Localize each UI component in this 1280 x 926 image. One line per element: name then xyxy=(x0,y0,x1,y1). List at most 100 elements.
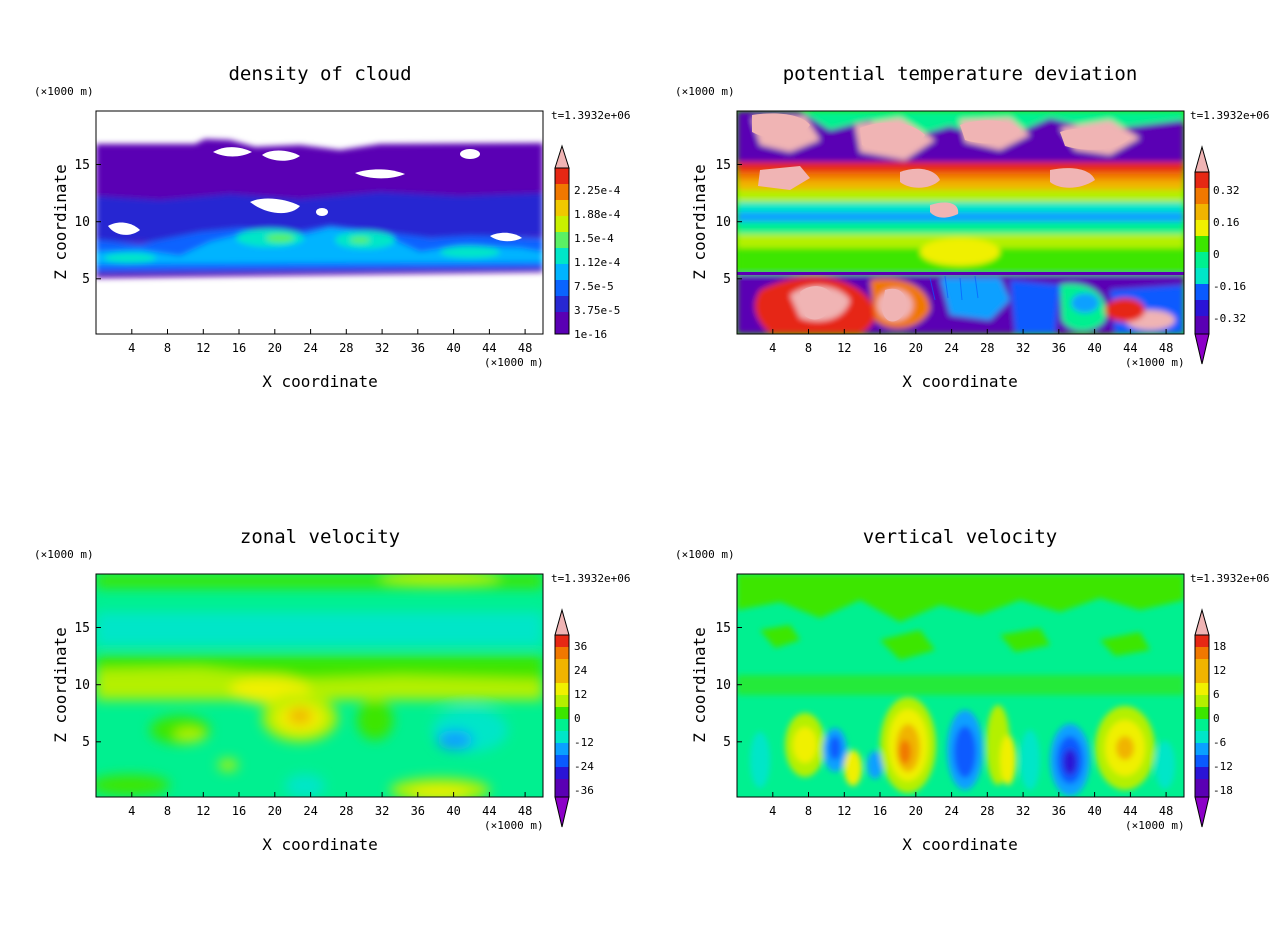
x-tick-label: 32 xyxy=(375,341,389,355)
x-tick-label: 12 xyxy=(837,341,851,355)
vertical-velocity-field xyxy=(737,574,1184,797)
x-ticks: 4 8 12 16 20 24 28 32 36 40 44 48 xyxy=(128,792,532,818)
x-tick-label: 24 xyxy=(944,804,958,818)
x-tick-label: 32 xyxy=(1016,341,1030,355)
panel-zonal-velocity: zonal velocity (×1000 m) t=1.3932e+06 xyxy=(34,526,630,854)
colorbar-label: 0.32 xyxy=(1213,184,1240,197)
z-unit-label: (×1000 m) xyxy=(675,548,735,561)
x-unit-label: (×1000 m) xyxy=(484,356,544,369)
x-tick-label: 40 xyxy=(1087,341,1101,355)
colorbar-label: 0.16 xyxy=(1213,216,1240,229)
x-tick-label: 36 xyxy=(411,804,425,818)
x-tick-label: 48 xyxy=(518,341,532,355)
x-tick-label: 24 xyxy=(303,341,317,355)
y-tick-label: 15 xyxy=(715,621,731,636)
x-unit-label: (×1000 m) xyxy=(1125,356,1185,369)
x-tick-label: 44 xyxy=(482,804,496,818)
panel-vertical-velocity: vertical velocity (×1000 m) t=1.3932e+06 xyxy=(675,526,1269,854)
x-axis-label: X coordinate xyxy=(262,835,378,854)
x-tick-label: 24 xyxy=(944,341,958,355)
y-tick-label: 5 xyxy=(82,735,90,750)
x-tick-label: 16 xyxy=(873,341,887,355)
colorbar-label: -12 xyxy=(1213,760,1233,773)
panel-title: density of cloud xyxy=(228,63,411,85)
y-ticks: 5 10 15 xyxy=(715,158,742,287)
y-ticks: 5 10 15 xyxy=(74,621,101,750)
y-tick-label: 10 xyxy=(74,678,90,693)
colorbar-label: 6 xyxy=(1213,688,1220,701)
x-tick-label: 20 xyxy=(909,341,923,355)
cloud-density-field xyxy=(96,111,543,334)
x-tick-label: 32 xyxy=(375,804,389,818)
x-unit-label: (×1000 m) xyxy=(1125,819,1185,832)
x-ticks: 4 8 12 16 20 24 28 32 36 40 44 48 xyxy=(769,792,1173,818)
colorbar-label: 2.25e-4 xyxy=(574,184,621,197)
y-axis-label: Z coordinate xyxy=(51,164,70,280)
colorbar-label: 3.75e-5 xyxy=(574,304,620,317)
colorbar-label: -12 xyxy=(574,736,594,749)
x-tick-label: 44 xyxy=(1123,804,1137,818)
y-tick-label: 10 xyxy=(715,678,731,693)
x-tick-label: 16 xyxy=(232,804,246,818)
colorbar-label: 0 xyxy=(1213,248,1220,261)
x-tick-label: 20 xyxy=(909,804,923,818)
colorbar-label: -0.32 xyxy=(1213,312,1246,325)
x-tick-label: 40 xyxy=(446,341,460,355)
x-tick-label: 48 xyxy=(518,804,532,818)
x-tick-label: 8 xyxy=(164,804,171,818)
time-label: t=1.3932e+06 xyxy=(551,109,630,122)
x-tick-label: 16 xyxy=(873,804,887,818)
colorbar-label: 1.5e-4 xyxy=(574,232,614,245)
x-ticks: 4 8 12 16 20 24 28 32 36 40 44 48 xyxy=(128,329,532,355)
colorbar-label: -0.16 xyxy=(1213,280,1246,293)
colorbar-label: 12 xyxy=(574,688,587,701)
x-ticks: 4 8 12 16 20 24 28 32 36 40 44 48 xyxy=(769,329,1173,355)
x-tick-label: 36 xyxy=(1052,341,1066,355)
x-tick-label: 8 xyxy=(805,341,812,355)
x-tick-label: 32 xyxy=(1016,804,1030,818)
theta-deviation-field xyxy=(737,111,1184,334)
z-unit-label: (×1000 m) xyxy=(675,85,735,98)
x-tick-label: 24 xyxy=(303,804,317,818)
panel-title: zonal velocity xyxy=(240,526,400,548)
y-tick-label: 5 xyxy=(723,272,731,287)
y-ticks: 5 10 15 xyxy=(715,621,742,750)
y-tick-label: 10 xyxy=(715,215,731,230)
colorbar-label: 36 xyxy=(574,640,587,653)
x-tick-label: 28 xyxy=(339,341,353,355)
y-tick-label: 5 xyxy=(82,272,90,287)
x-axis-label: X coordinate xyxy=(262,372,378,391)
colorbar-label: 0 xyxy=(574,712,581,725)
x-tick-label: 4 xyxy=(128,804,135,818)
panel-density-of-cloud: density of cloud (×1000 m) t=1.3932e+06 xyxy=(34,63,630,391)
colorbar: 36 24 12 0 -12 -24 -36 xyxy=(554,608,594,828)
x-unit-label: (×1000 m) xyxy=(484,819,544,832)
y-tick-label: 15 xyxy=(74,621,90,636)
x-tick-label: 16 xyxy=(232,341,246,355)
x-axis-label: X coordinate xyxy=(902,372,1018,391)
time-label: t=1.3932e+06 xyxy=(551,572,630,585)
x-tick-label: 12 xyxy=(196,804,210,818)
y-tick-label: 15 xyxy=(715,158,731,173)
colorbar-label: 12 xyxy=(1213,664,1226,677)
time-label: t=1.3932e+06 xyxy=(1190,572,1269,585)
y-tick-label: 15 xyxy=(74,158,90,173)
x-tick-label: 4 xyxy=(128,341,135,355)
x-axis-label: X coordinate xyxy=(902,835,1018,854)
x-tick-label: 36 xyxy=(411,341,425,355)
panel-title: vertical velocity xyxy=(863,526,1057,548)
zonal-velocity-field xyxy=(96,574,543,797)
x-tick-label: 20 xyxy=(268,341,282,355)
panel-title: potential temperature deviation xyxy=(783,63,1138,85)
x-tick-label: 28 xyxy=(339,804,353,818)
x-tick-label: 48 xyxy=(1159,341,1173,355)
x-tick-label: 44 xyxy=(482,341,496,355)
x-tick-label: 28 xyxy=(980,804,994,818)
colorbar-label: -6 xyxy=(1213,736,1226,749)
x-tick-label: 44 xyxy=(1123,341,1137,355)
y-axis-label: Z coordinate xyxy=(690,164,709,280)
y-tick-label: 5 xyxy=(723,735,731,750)
z-unit-label: (×1000 m) xyxy=(34,85,94,98)
colorbar: 2.25e-4 1.88e-4 1.5e-4 1.12e-4 7.5e-5 3.… xyxy=(554,144,621,341)
x-tick-label: 48 xyxy=(1159,804,1173,818)
